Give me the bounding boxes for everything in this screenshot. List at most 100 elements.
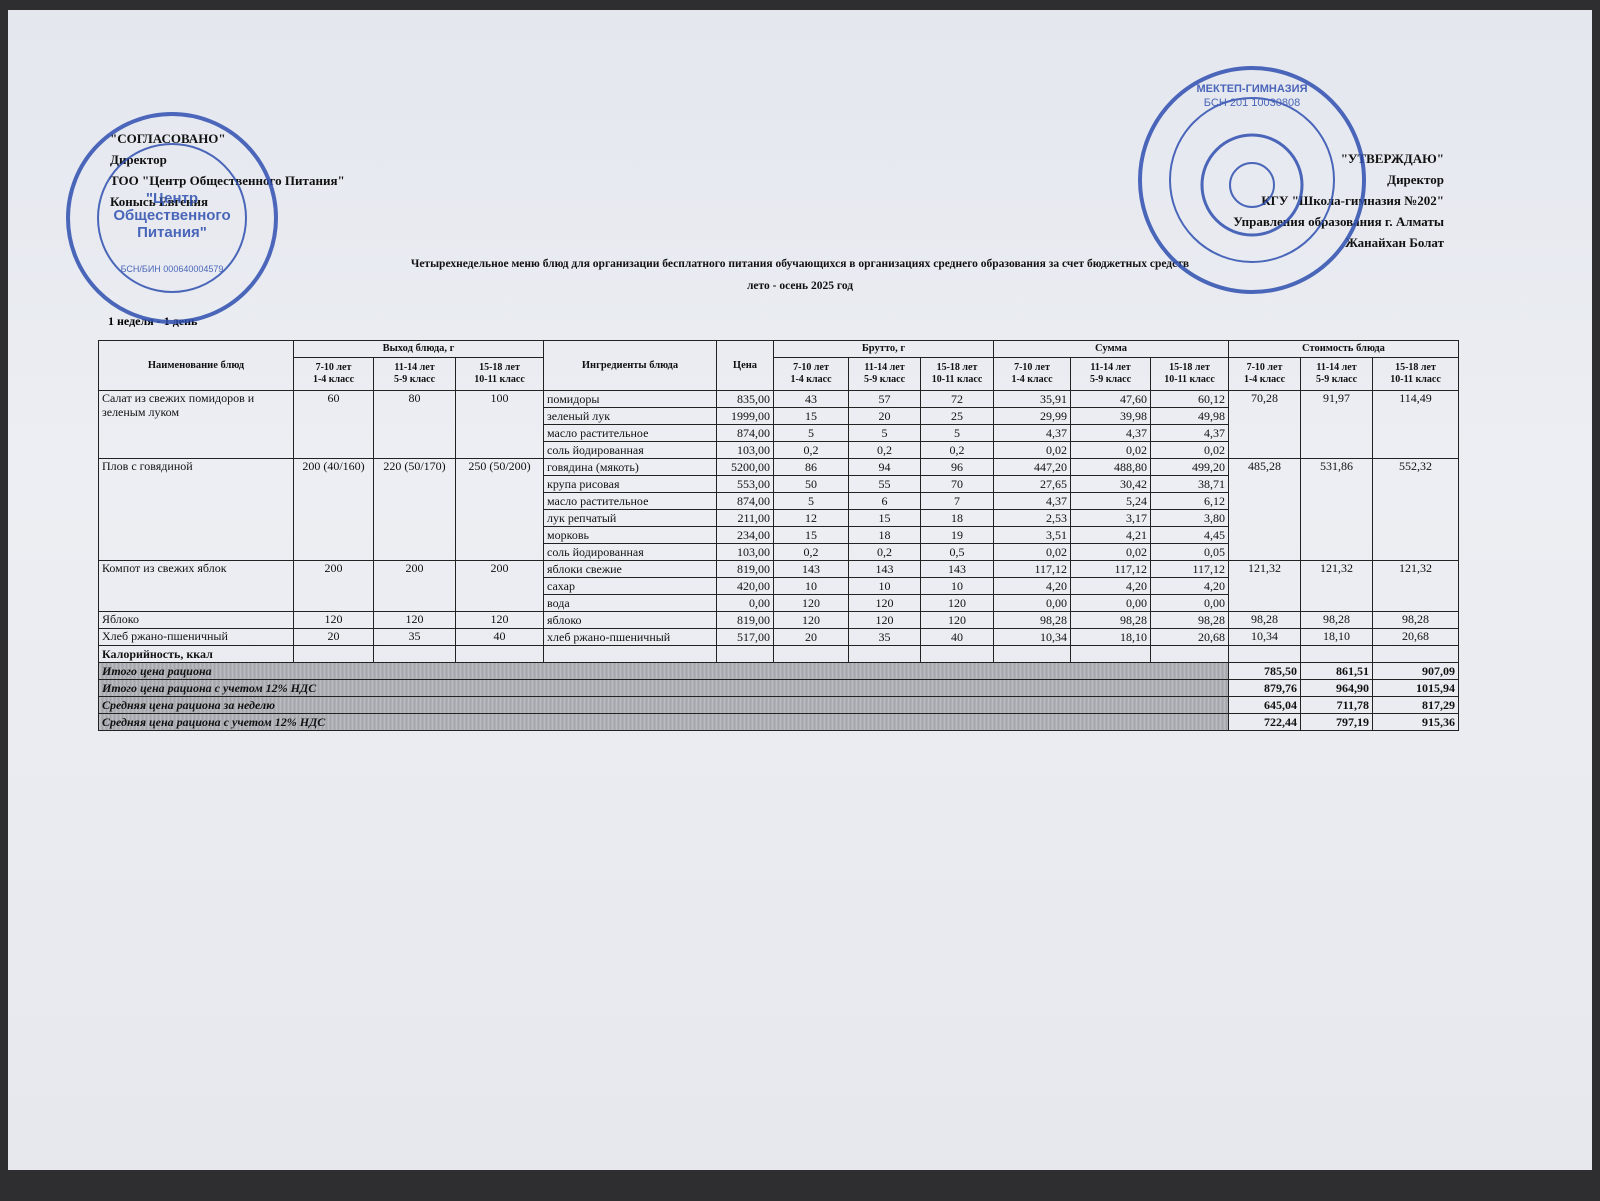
dish-cost: 552,32: [1372, 458, 1459, 561]
age-age: 15-18 лет: [1169, 362, 1210, 373]
ingredient-price: 819,00: [716, 611, 774, 629]
ingredient-sum: 4,37: [993, 424, 1071, 442]
ingredient-brutto: 18: [848, 526, 921, 544]
ingredient-sum: 488,80: [1070, 458, 1151, 476]
dish-name: Салат из свежих помидоров и зеленым луко…: [98, 390, 294, 459]
age-age: 11-14 лет: [1090, 362, 1131, 373]
ingredient-sum: 6,12: [1150, 492, 1229, 510]
ingredient-brutto: 86: [773, 458, 849, 476]
ingredient-sum: 27,65: [993, 475, 1071, 493]
total-value: 907,09: [1372, 662, 1459, 680]
age-grade: 5-9 класс: [393, 374, 436, 385]
table-row: крупа рисовая 553,00 50 55 70 27,65 30,42 38,71: [99, 475, 1459, 493]
age-grade: 10-11 класс: [1164, 374, 1215, 385]
empty-cell: [1228, 645, 1301, 663]
ingredient-brutto: 20: [848, 407, 921, 425]
dish-yield: 120: [455, 611, 544, 629]
total-value: 879,76: [1228, 679, 1301, 697]
ingredient-brutto: 120: [848, 594, 921, 612]
dish-yield: 200: [293, 560, 374, 612]
ingredient-price: 234,00: [716, 526, 774, 544]
dish-yield: 200 (40/160): [293, 458, 374, 561]
dish-yield: 250 (50/200): [455, 458, 544, 561]
ingredient-sum: 3,17: [1070, 509, 1151, 527]
header-cell: Сумма: [993, 340, 1229, 358]
ingredient-brutto: 20: [773, 628, 849, 646]
total-value: 915,36: [1372, 713, 1459, 731]
ingredient-name: крупа рисовая: [543, 475, 717, 493]
age-age: 11-14 лет: [1316, 362, 1357, 373]
header-cell: Выход блюда, г: [293, 340, 544, 358]
ingredient-sum: 3,51: [993, 526, 1071, 544]
approval-right: "УТВЕРЖДАЮ" Директор КГУ "Школа-гимназия…: [1233, 148, 1444, 253]
ingredient-sum: 4,37: [1150, 424, 1229, 442]
ingredient-sum: 4,20: [1150, 577, 1229, 595]
ingredient-sum: 30,42: [1070, 475, 1151, 493]
table-body: Наименование блюд Выход блюда, г Ингредиен…: [98, 340, 1459, 731]
age-header: 15-18 лет 10-11 класс: [1150, 357, 1229, 391]
age-age: 11-14 лет: [394, 362, 435, 373]
empty-cell: [455, 645, 544, 663]
total-label: Итого цена рациона с учетом 12% НДС: [98, 679, 1229, 697]
calories-label: Калорийность, ккал: [98, 645, 294, 663]
ingredient-sum: 4,37: [1070, 424, 1151, 442]
dish-name: Плов с говядиной: [98, 458, 294, 561]
ingredient-brutto: 143: [773, 560, 849, 578]
ingredient-sum: 117,12: [1070, 560, 1151, 578]
empty-cell: [293, 645, 374, 663]
approval-title: "СОГЛАСОВАНО": [110, 131, 226, 146]
ingredient-brutto: 5: [848, 424, 921, 442]
age-grade: 5-9 класс: [1315, 374, 1358, 385]
dish-cost: 98,28: [1300, 611, 1373, 629]
table-row: Плов с говядиной 200 (40/160) 220 (50/170)…: [98, 458, 1459, 561]
ingredient-brutto: 7: [920, 492, 994, 510]
ingredient-sum: 29,99: [993, 407, 1071, 425]
table-row: вода 0,00 120 120 120 0,00 0,00 0,00: [99, 594, 1459, 612]
dish-cost: 485,28: [1228, 458, 1301, 561]
dish-cost: 114,49: [1372, 390, 1459, 459]
dish-cost: 531,86: [1300, 458, 1373, 561]
table-row: масло растительное 874,00 5 6 7 4,37 5,24 6,12: [99, 492, 1459, 510]
dish-cost: 70,28: [1228, 390, 1301, 459]
approval-position: Директор: [1387, 172, 1444, 187]
ingredient-name: масло растительное: [543, 424, 717, 442]
ingredient-name: масло растительное: [543, 492, 717, 510]
age-age: 7-10 лет: [1014, 362, 1050, 373]
ingredient-name: помидоры: [543, 390, 717, 408]
approval-title: "УТВЕРЖДАЮ": [1340, 151, 1444, 166]
ingredient-price: 420,00: [716, 577, 774, 595]
approval-dept: Управления образования г. Алматы: [1233, 214, 1444, 229]
ingredient-brutto: 18: [920, 509, 994, 527]
age-header: 15-18 лет 10-11 класс: [1372, 357, 1459, 391]
dish-yield: 40: [455, 628, 544, 646]
ingredient-brutto: 55: [848, 475, 921, 493]
ingredient-sum: 39,98: [1070, 407, 1151, 425]
empty-cell: [1150, 645, 1229, 663]
ingredient-sum: 117,12: [993, 560, 1071, 578]
ingredient-brutto: 43: [773, 390, 849, 408]
ingredient-sum: 38,71: [1150, 475, 1229, 493]
dish-yield: 80: [373, 390, 456, 459]
total-value: 711,78: [1300, 696, 1373, 714]
ingredient-price: 211,00: [716, 509, 774, 527]
dish-yield: 100: [455, 390, 544, 459]
ingredient-name: яблоко: [543, 611, 717, 629]
ingredient-sum: 2,53: [993, 509, 1071, 527]
ingredient-sum: 20,68: [1150, 628, 1229, 646]
ingredient-name: хлеб ржано-пшеничный: [543, 628, 717, 646]
paper-sheet: "СОГЛАСОВАНО" Директор ТОО "Центр Общест…: [8, 10, 1592, 1170]
ingredient-brutto: 5: [920, 424, 994, 442]
ingredient-name: зеленый лук: [543, 407, 717, 425]
ingredient-sum: 0,02: [993, 543, 1071, 561]
ingredient-name: лук репчатый: [543, 509, 717, 527]
ingredient-brutto: 19: [920, 526, 994, 544]
header-cell: Брутто, г: [773, 340, 994, 358]
table-row: Средняя цена рациона с учетом 12% НДС 722…: [98, 713, 1459, 731]
age-grade: 5-9 класс: [1089, 374, 1132, 385]
ingredient-sum: 0,02: [1070, 543, 1151, 561]
empty-cell: [716, 645, 774, 663]
age-age: 7-10 лет: [793, 362, 829, 373]
ingredient-sum: 4,45: [1150, 526, 1229, 544]
